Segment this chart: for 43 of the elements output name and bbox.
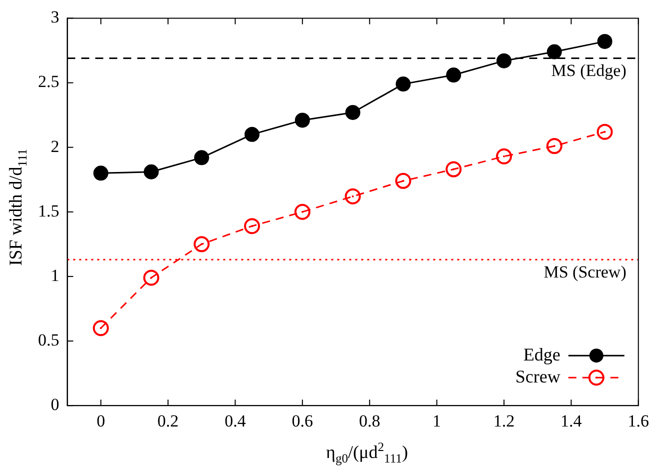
x-tick-label: 1.2 [493, 411, 515, 430]
y-tick-label: 0.5 [38, 330, 60, 350]
y-tick-label: 3 [50, 8, 60, 27]
point [194, 236, 210, 252]
point [194, 150, 210, 166]
x-axis-title: η$_{g0}$/(μd$^{2}$$_{111}$) [325, 440, 409, 467]
x-tick-label: 0.2 [157, 411, 179, 430]
y-tick-label: 1 [50, 266, 60, 285]
point [344, 188, 361, 204]
x-tick-label: 1.6 [628, 411, 649, 430]
point [597, 34, 612, 49]
point [345, 104, 360, 120]
point [446, 161, 462, 178]
point [244, 126, 260, 142]
ref-line-label: MS (Edge) [551, 61, 626, 80]
x-tick-label: 1.4 [560, 411, 582, 430]
point [496, 148, 512, 164]
legend-label: Edge [523, 344, 560, 364]
point [546, 138, 562, 154]
point [294, 112, 310, 128]
ref-line-label: MS (Screw) [544, 262, 626, 282]
x-tick-label: 0.4 [224, 411, 246, 430]
point [294, 204, 310, 220]
x-tick-label: 0.6 [292, 411, 314, 430]
y-tick-label: 1.5 [38, 201, 60, 220]
y-tick-label: 0 [50, 395, 60, 414]
point [93, 166, 108, 181]
point [546, 44, 562, 60]
point [143, 270, 160, 286]
point [244, 218, 260, 234]
point [396, 76, 411, 92]
point [496, 53, 512, 68]
point [92, 320, 109, 336]
x-tick-label: 0 [96, 411, 106, 430]
y-tick-label: 2 [50, 136, 60, 156]
legend-label: Screw [515, 366, 560, 386]
point [446, 68, 462, 83]
point [395, 172, 412, 189]
point [596, 124, 613, 140]
y-tick-label: 2.5 [38, 72, 60, 92]
x-tick-label: 1 [432, 411, 442, 430]
x-tick-label: 0.8 [358, 411, 380, 430]
point [144, 164, 159, 180]
